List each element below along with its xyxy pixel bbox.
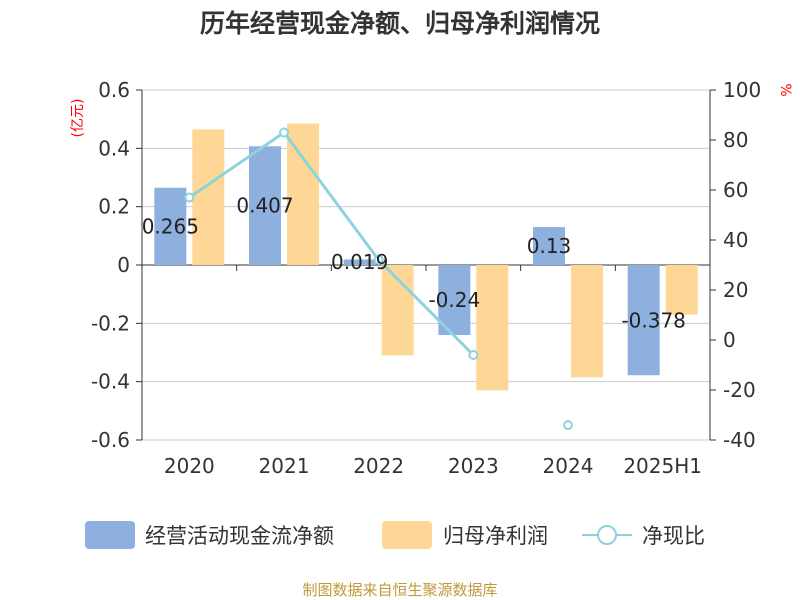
left-tick-label: 0 [117, 253, 130, 277]
right-tick-label: 80 [723, 128, 748, 152]
bar-net-profit [287, 123, 319, 266]
ratio-point [373, 255, 384, 265]
chart-title: 历年经营现金净额、归母净利润情况 [200, 9, 600, 38]
legend-label-profit: 归母净利润 [443, 524, 548, 548]
right-tick-label: -20 [723, 378, 756, 402]
category-label: 2022 [353, 454, 404, 478]
legend: 经营活动现金流净额 归母净利润 净现比 [85, 521, 705, 549]
right-tick-label: 100 [723, 78, 761, 102]
data-labels: 0.265 0.407 0.019 -0.24 0.13 -0.378 [142, 194, 686, 333]
ratio-point [279, 127, 289, 138]
category-label: 2023 [448, 454, 499, 478]
ratio-point [468, 350, 479, 360]
legend-marker-ratio [597, 525, 617, 545]
footer-source: 制图数据来自恒生聚源数据库 [302, 581, 497, 599]
bar-cashflow [438, 265, 471, 335]
bar-net-profit [192, 129, 225, 265]
cashflow-data-label: -0.24 [428, 288, 480, 312]
category-label: 2020 [164, 454, 215, 478]
left-tick-label: -0.2 [91, 311, 130, 335]
category-label: 2025H1 [623, 454, 702, 478]
category-label: 2021 [259, 454, 310, 478]
cashflow-data-label: 0.265 [142, 214, 199, 238]
right-tick-label: 20 [723, 278, 748, 302]
bar-net-profit [476, 265, 509, 391]
bar-net-profit [571, 265, 603, 378]
legend-label-cashflow: 经营活动现金流净额 [145, 524, 334, 548]
legend-label-ratio: 净现比 [642, 524, 705, 548]
ratio-point [563, 420, 573, 430]
legend-swatch-profit [382, 521, 432, 549]
bar-cashflow [627, 265, 660, 376]
left-unit-label: (亿元) [70, 99, 86, 138]
ratio-point [184, 192, 195, 203]
left-tick-label: 0.4 [98, 136, 130, 160]
cashflow-data-label: -0.378 [621, 308, 685, 332]
ratio-line [185, 129, 572, 430]
bar-cashflow [154, 187, 187, 265]
left-tick-label: 0.6 [98, 78, 130, 102]
cashflow-data-label: 0.13 [527, 234, 572, 258]
right-tick-label: -40 [723, 428, 756, 452]
legend-swatch-cashflow [85, 521, 135, 549]
bar-cashflow [533, 227, 565, 265]
bars [154, 123, 698, 391]
right-tick-label: 40 [723, 228, 748, 252]
ratio-line-path [189, 133, 568, 426]
bar-net-profit [665, 265, 698, 315]
left-tick-label: -0.4 [91, 370, 130, 394]
right-tick-label: 60 [723, 178, 748, 202]
cashflow-data-label: 0.407 [236, 194, 293, 218]
tick-labels: 0.6 0.4 0.2 0 -0.2 -0.4 -0.6 100 80 60 40 20 0 -20 -40… [91, 78, 761, 478]
cashflow-data-label: 0.019 [331, 250, 388, 274]
right-unit-label: % [777, 83, 793, 96]
axes [136, 89, 716, 441]
right-tick-label: 0 [723, 328, 736, 352]
category-label: 2024 [543, 454, 594, 478]
bar-cashflow [249, 146, 281, 265]
left-tick-label: -0.6 [91, 428, 130, 452]
left-tick-label: 0.2 [98, 195, 130, 219]
bar-cashflow [343, 259, 376, 265]
